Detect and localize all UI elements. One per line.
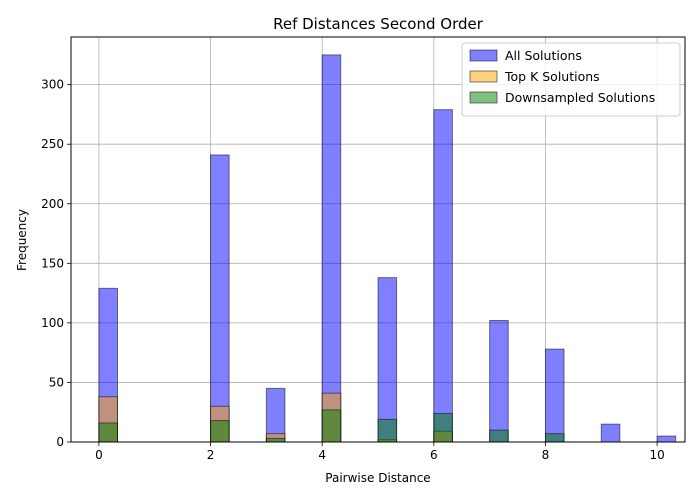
bar-series-0-x-4 xyxy=(321,54,342,443)
bar-series-2-x-2 xyxy=(210,420,230,443)
bar-series-2-x-8 xyxy=(544,433,565,443)
legend-swatch-2 xyxy=(469,91,498,104)
y-axis-label: Frequency xyxy=(15,209,29,271)
y-tick-label: 300 xyxy=(41,78,64,92)
bars xyxy=(98,54,677,443)
plot-frame xyxy=(70,36,686,443)
bar-series-2-x-6 xyxy=(433,412,453,443)
y-tick-label: 50 xyxy=(49,375,64,389)
x-axis-ticks: 0 2 4 6 8 10 xyxy=(95,442,665,462)
bar-series-0-x-9 xyxy=(600,423,621,443)
legend-label-1: Top K Solutions xyxy=(504,69,600,84)
x-tick-label: 10 xyxy=(649,448,664,462)
chart-title: Ref Distances Second Order xyxy=(273,15,484,33)
y-tick-label: 250 xyxy=(41,137,64,151)
legend-swatch-1 xyxy=(469,70,498,83)
bar-series-0-x-7 xyxy=(489,320,509,443)
bar-series-0-x-5 xyxy=(377,277,398,443)
bar-series-2-x-5 xyxy=(377,418,398,443)
legend-label-2: Downsampled Solutions xyxy=(505,90,655,105)
y-tick-label: 100 xyxy=(41,316,64,330)
y-tick-label: 0 xyxy=(56,435,64,449)
x-axis-label: Pairwise Distance xyxy=(325,471,430,485)
bar-series-2-x-7 xyxy=(489,429,509,443)
x-tick-label: 2 xyxy=(207,448,215,462)
bar-series-2-x-4 xyxy=(321,409,342,443)
bar-series-0-x-2 xyxy=(210,154,230,443)
bar-series-0-x-10 xyxy=(656,435,677,443)
y-tick-label: 200 xyxy=(41,197,64,211)
y-axis-ticks: 0 50 100 150 200 250 300 xyxy=(41,78,71,449)
x-tick-label: 0 xyxy=(95,448,103,462)
bar-series-0-x-8 xyxy=(544,348,565,443)
x-tick-label: 4 xyxy=(318,448,326,462)
legend: All Solutions Top K Solutions Downsampled … xyxy=(461,42,681,117)
bar-series-0-x-6 xyxy=(433,109,453,443)
legend-label-0: All Solutions xyxy=(505,48,582,63)
bar-series-2-x-0 xyxy=(98,422,118,443)
x-tick-label: 6 xyxy=(430,448,438,462)
bar-series-2-x-3 xyxy=(265,437,286,443)
legend-box xyxy=(461,42,681,117)
y-tick-label: 150 xyxy=(41,256,64,270)
x-tick-label: 8 xyxy=(542,448,550,462)
legend-swatch-0 xyxy=(469,49,498,62)
